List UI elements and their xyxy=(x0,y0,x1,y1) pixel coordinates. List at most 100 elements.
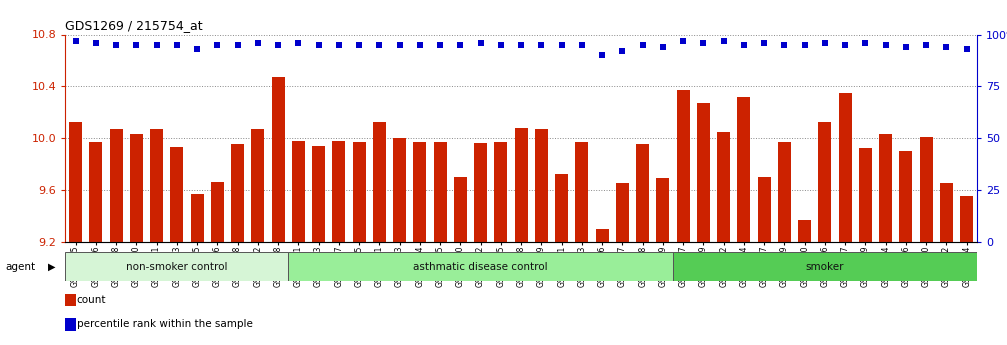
Point xyxy=(554,42,570,48)
Bar xyxy=(373,122,386,242)
Point xyxy=(230,42,246,48)
Text: smoker: smoker xyxy=(806,262,844,272)
Bar xyxy=(312,146,325,242)
Bar xyxy=(494,142,508,242)
Point xyxy=(452,42,468,48)
Point xyxy=(857,40,873,46)
Point xyxy=(594,52,610,58)
Text: agent: agent xyxy=(5,262,35,272)
Bar xyxy=(393,138,406,241)
Bar xyxy=(332,141,345,242)
Point xyxy=(534,42,550,48)
Bar xyxy=(960,196,973,241)
Bar xyxy=(673,252,977,281)
Bar xyxy=(616,183,629,242)
Bar xyxy=(190,194,203,241)
Point xyxy=(918,42,934,48)
Bar xyxy=(150,129,163,242)
Bar xyxy=(515,128,528,241)
Point xyxy=(939,44,955,50)
Point xyxy=(959,46,975,52)
Text: ▶: ▶ xyxy=(48,262,55,272)
Point xyxy=(392,42,408,48)
Bar xyxy=(859,148,872,242)
Bar xyxy=(434,142,447,242)
Bar xyxy=(110,129,123,242)
Bar xyxy=(879,134,892,242)
Bar xyxy=(170,147,183,242)
Text: non-smoker control: non-smoker control xyxy=(126,262,228,272)
Bar xyxy=(252,129,265,242)
Point xyxy=(574,42,590,48)
Bar xyxy=(717,131,730,241)
Point xyxy=(128,42,144,48)
Bar xyxy=(636,145,650,242)
Bar xyxy=(575,142,588,242)
Bar xyxy=(535,129,548,242)
Point xyxy=(817,40,833,46)
Point xyxy=(67,38,84,43)
Bar xyxy=(899,151,912,241)
Bar xyxy=(819,122,832,242)
Point xyxy=(776,42,793,48)
Point xyxy=(351,42,368,48)
Bar xyxy=(555,174,568,241)
Bar xyxy=(940,183,953,242)
Bar xyxy=(413,142,426,242)
Point xyxy=(372,42,388,48)
Bar xyxy=(595,228,608,242)
Point xyxy=(209,42,226,48)
Bar xyxy=(454,177,467,242)
Point xyxy=(513,42,530,48)
Point xyxy=(492,42,509,48)
Point xyxy=(736,42,752,48)
Point xyxy=(716,38,732,43)
Point xyxy=(270,42,286,48)
Point xyxy=(290,40,306,46)
Bar xyxy=(777,142,790,242)
Point xyxy=(412,42,428,48)
Point xyxy=(675,38,691,43)
Bar xyxy=(657,178,670,242)
Point xyxy=(756,40,772,46)
Bar xyxy=(757,177,770,242)
Point xyxy=(877,42,894,48)
Bar xyxy=(799,219,812,242)
Bar xyxy=(65,294,76,306)
Bar xyxy=(737,97,750,242)
Point xyxy=(108,42,124,48)
Text: GDS1269 / 215754_at: GDS1269 / 215754_at xyxy=(65,19,203,32)
Bar xyxy=(69,122,83,242)
Bar xyxy=(697,103,710,242)
Point xyxy=(634,42,651,48)
Bar xyxy=(474,143,487,241)
Text: percentile rank within the sample: percentile rank within the sample xyxy=(77,319,253,329)
Bar xyxy=(210,182,224,241)
Point xyxy=(310,42,326,48)
Bar xyxy=(677,90,690,242)
Bar xyxy=(839,93,852,241)
Text: count: count xyxy=(77,295,106,305)
Point xyxy=(189,46,205,52)
Point xyxy=(837,42,853,48)
Bar xyxy=(919,137,932,242)
Point xyxy=(88,40,104,46)
Point xyxy=(655,44,671,50)
Text: asthmatic disease control: asthmatic disease control xyxy=(413,262,548,272)
Point xyxy=(169,42,185,48)
Point xyxy=(614,48,630,54)
Bar xyxy=(292,141,305,242)
Point xyxy=(898,44,914,50)
Bar xyxy=(130,134,143,242)
Bar xyxy=(272,77,285,242)
Point xyxy=(149,42,165,48)
Point xyxy=(695,40,711,46)
Bar xyxy=(231,145,244,242)
Point xyxy=(250,40,266,46)
Point xyxy=(432,42,448,48)
Point xyxy=(330,42,346,48)
Bar xyxy=(65,252,288,281)
Bar xyxy=(90,142,103,242)
Point xyxy=(472,40,488,46)
Point xyxy=(797,42,813,48)
